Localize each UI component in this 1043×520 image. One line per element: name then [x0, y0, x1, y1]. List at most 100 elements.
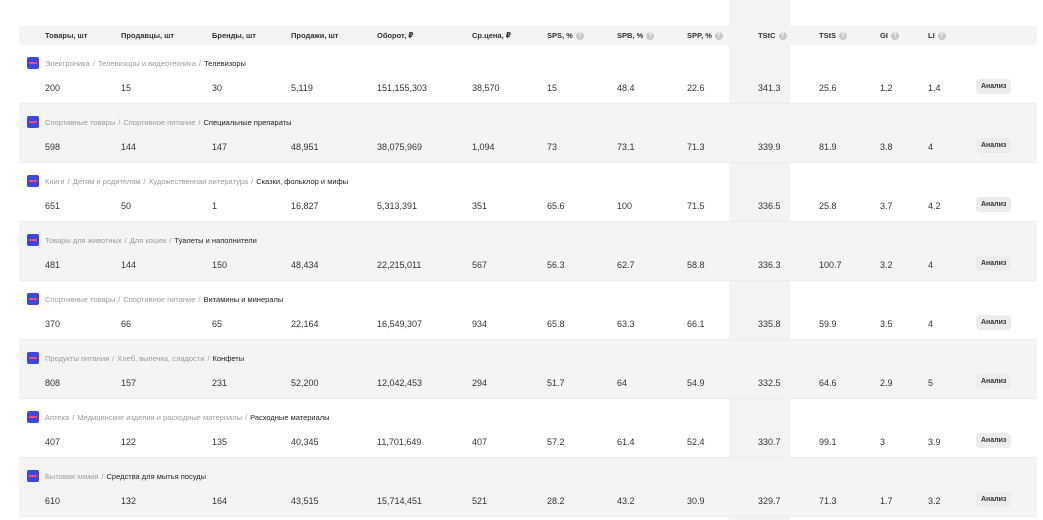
header-sales[interactable]: Продажи, шт [291, 26, 338, 45]
header-tstc[interactable]: TStC? [758, 26, 787, 45]
breadcrumb-item[interactable]: Спортивные товары [45, 294, 116, 304]
header-li[interactable]: LI? [928, 26, 946, 45]
info-icon[interactable]: ? [575, 31, 584, 40]
header-label: TStC [758, 31, 776, 40]
info-icon[interactable]: ? [839, 31, 848, 40]
category-breadcrumb: Спортивные товары / Спортивное питание / Спе… [27, 116, 292, 128]
table-row[interactable]: Книги / Детям и родителям / Художественная л… [19, 163, 1037, 222]
cell-gi: 3.7 [880, 201, 893, 211]
header-label: LI [928, 31, 935, 40]
analyze-button[interactable]: Анализ [976, 433, 1012, 448]
cell-li: 4 [928, 260, 934, 270]
table-row[interactable]: Аптека / Медицинские изделия и расходные м… [19, 399, 1037, 458]
breadcrumb-item[interactable]: Спортивные товары [45, 117, 116, 127]
cell-li: 4.2 [928, 201, 941, 211]
cell-products: 200 [45, 83, 61, 93]
breadcrumb-current[interactable]: Расходные материалы [250, 412, 330, 422]
analyze-button[interactable]: Анализ [976, 374, 1012, 389]
analyze-button[interactable]: Анализ [976, 79, 1012, 94]
breadcrumb-current[interactable]: Средства для мытья посуды [106, 471, 207, 481]
table-row[interactable]: Продукты питания / Хлеб, выпечка, сладости… [19, 340, 1037, 399]
breadcrumb-current[interactable]: Витамины и минералы [203, 294, 284, 304]
breadcrumb-item[interactable]: Товары для животных [45, 235, 122, 245]
breadcrumb-item[interactable]: Детям и родителям [72, 176, 141, 186]
breadcrumb-item[interactable]: Телевизоры и видеотехника [97, 58, 196, 68]
header-sellers[interactable]: Продавцы, шт [121, 26, 174, 45]
header-spb[interactable]: SPB, %? [617, 26, 655, 45]
info-icon[interactable]: ? [778, 31, 787, 40]
breadcrumb-item[interactable]: Продукты питания [45, 353, 110, 363]
breadcrumb-item[interactable]: Хлеб, выпечка, сладости [117, 353, 205, 363]
cell-sales: 16,827 [291, 201, 319, 211]
cell-spp: 52.4 [687, 437, 705, 447]
header-label: SPB, % [617, 31, 644, 40]
cell-sellers: 132 [121, 496, 137, 506]
breadcrumb-current[interactable]: Сказки, фольклор и мифы [256, 176, 349, 186]
cell-brands: 135 [212, 437, 228, 447]
info-icon[interactable]: ? [890, 31, 899, 40]
cell-spp: 22.6 [687, 83, 705, 93]
table-row[interactable]: Электроника / Телевизоры и видеотехника / Те… [19, 45, 1037, 104]
breadcrumb-item[interactable]: Книги [45, 176, 65, 186]
table-row[interactable]: Спортивные товары / Спортивное питание / Вит… [19, 281, 1037, 340]
breadcrumb-item[interactable]: Спортивное питание [123, 117, 196, 127]
info-icon[interactable]: ? [646, 31, 655, 40]
cell-avg-price: 294 [472, 378, 488, 388]
analyze-button[interactable]: Анализ [976, 492, 1012, 507]
header-sps[interactable]: SPS, %? [547, 26, 584, 45]
breadcrumb-item[interactable]: Бытовая химия [45, 471, 99, 481]
cell-tstc: 332.5 [758, 378, 781, 388]
breadcrumb-item[interactable]: Художественная литература [148, 176, 249, 186]
header-label: Бренды, шт [212, 31, 256, 40]
info-icon[interactable]: ? [937, 31, 946, 40]
analyze-button[interactable]: Анализ [976, 138, 1012, 153]
info-icon[interactable]: ? [714, 31, 723, 40]
breadcrumb-item[interactable]: Медицинские изделия и расходные материал… [77, 412, 242, 422]
cell-products: 808 [45, 378, 61, 388]
table-row[interactable]: Товары для животных / Для кошек / Туалеты и … [19, 222, 1037, 281]
header-gi[interactable]: GI? [880, 26, 899, 45]
cell-products: 370 [45, 319, 61, 329]
breadcrumb-item[interactable]: Аптека [45, 412, 70, 422]
cell-li: 4 [928, 142, 934, 152]
cell-avg-price: 934 [472, 319, 488, 329]
breadcrumb-current[interactable]: Телевизоры [204, 58, 246, 68]
cell-revenue: 22,215,011 [377, 260, 422, 270]
breadcrumb-separator: / [118, 294, 121, 304]
category-table: Товары, шт Продавцы, шт Бренды, шт Продажи,… [19, 26, 1037, 517]
breadcrumb-current[interactable]: Конфеты [212, 353, 245, 363]
breadcrumb-item[interactable]: Электроника [45, 58, 90, 68]
breadcrumb-current[interactable]: Специальные препараты [203, 117, 292, 127]
breadcrumb-item[interactable]: Для кошек [129, 235, 167, 245]
cell-brands: 1 [212, 201, 218, 211]
table-row[interactable]: Бытовая химия / Средства для мытья посуды 6… [19, 458, 1037, 517]
cell-sps: 73 [547, 142, 558, 152]
header-label: Товары, шт [45, 31, 88, 40]
header-tsts[interactable]: TStS? [819, 26, 848, 45]
cell-products: 481 [45, 260, 61, 270]
analyze-button[interactable]: Анализ [976, 197, 1012, 212]
cell-tsts: 64.6 [819, 378, 837, 388]
cell-brands: 30 [212, 83, 223, 93]
cell-spb: 48.4 [617, 83, 635, 93]
cell-sellers: 144 [121, 260, 137, 270]
cell-tsts: 25.6 [819, 83, 837, 93]
cell-sellers: 122 [121, 437, 137, 447]
cell-li: 5 [928, 378, 934, 388]
breadcrumb-item[interactable]: Спортивное питание [123, 294, 196, 304]
header-products[interactable]: Товары, шт [45, 26, 87, 45]
breadcrumb-current[interactable]: Туалеты и наполнители [174, 235, 257, 245]
header-avg-price[interactable]: Ср.цена, ₽ [472, 26, 511, 45]
cell-tstc: 335.8 [758, 319, 781, 329]
header-spp[interactable]: SPP, %? [687, 26, 723, 45]
cell-tsts: 71.3 [819, 496, 837, 506]
table-row[interactable]: Спортивные товары / Спортивное питание / Спе… [19, 104, 1037, 163]
header-revenue[interactable]: Оборот, ₽ [377, 26, 414, 45]
cell-sales: 43,515 [291, 496, 319, 506]
analyze-button[interactable]: Анализ [976, 315, 1012, 330]
analyze-button[interactable]: Анализ [976, 256, 1012, 271]
header-brands[interactable]: Бренды, шт [212, 26, 256, 45]
cell-tstc: 330.7 [758, 437, 781, 447]
cell-revenue: 11,701,649 [377, 437, 422, 447]
cell-revenue: 16,549,307 [377, 319, 423, 329]
